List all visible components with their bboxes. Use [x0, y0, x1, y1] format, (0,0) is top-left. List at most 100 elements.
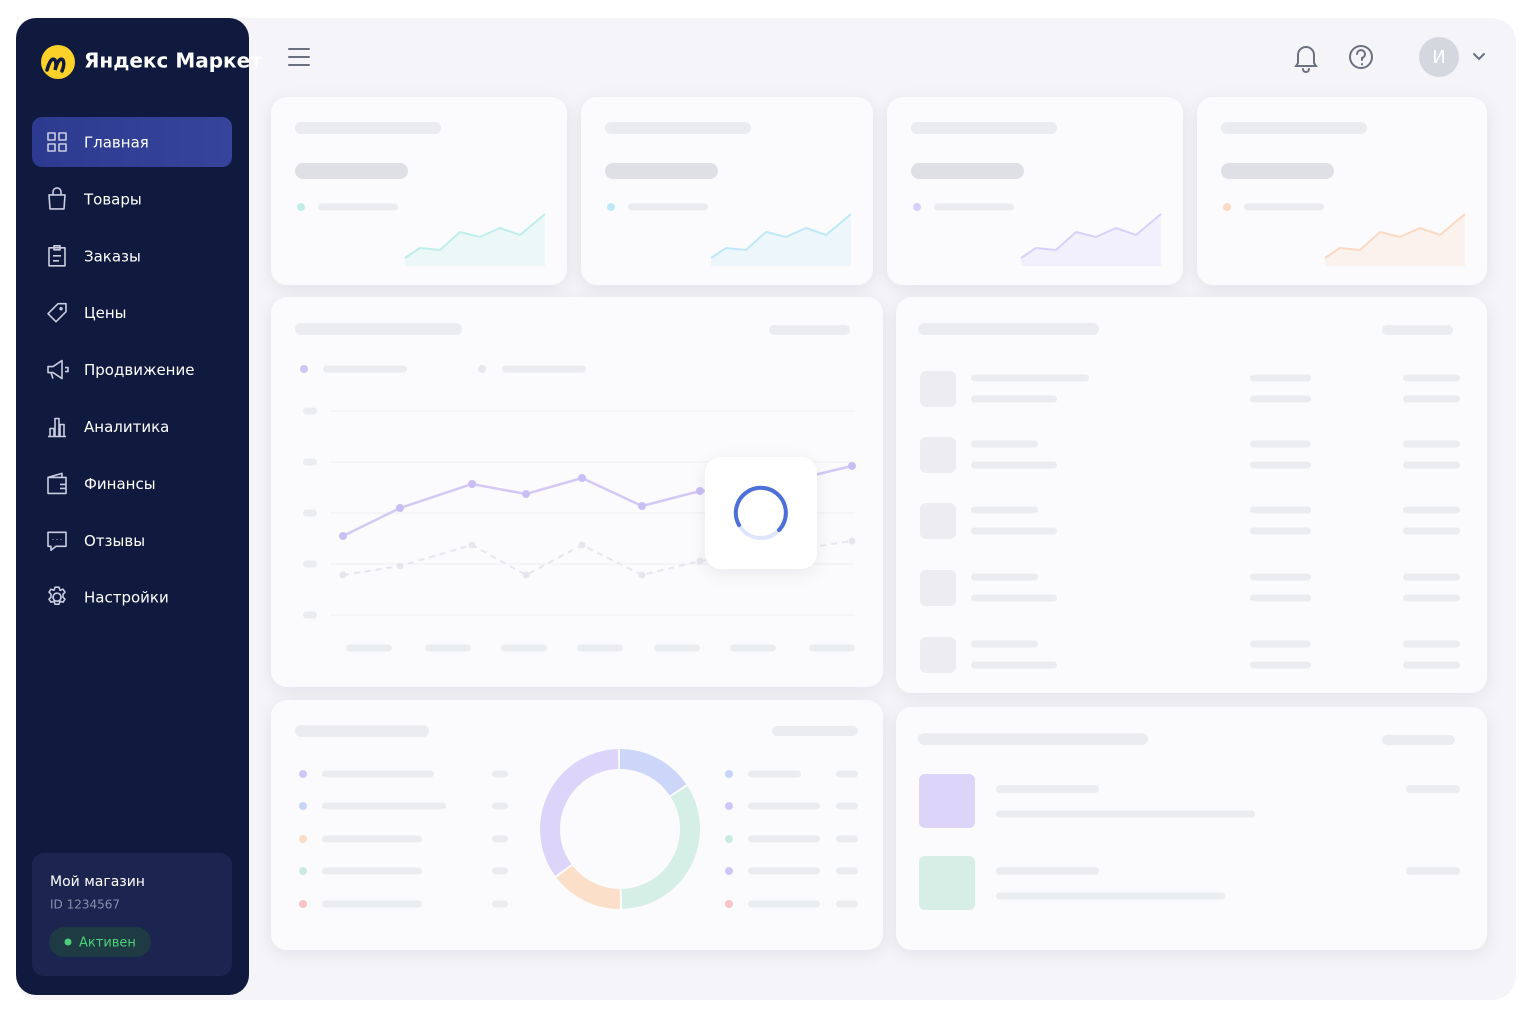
skeleton [1244, 203, 1324, 211]
skeleton [492, 802, 508, 810]
nav-item[interactable]: Главная [32, 117, 232, 167]
point [638, 571, 646, 579]
brand: Яндекс Маркет [84, 49, 262, 73]
nav-item[interactable]: Продвижение [47, 359, 194, 380]
point [522, 571, 530, 579]
user-menu[interactable] [1473, 53, 1485, 61]
skeleton [1403, 527, 1460, 535]
dot [725, 900, 733, 908]
dot [607, 203, 615, 211]
dot [913, 203, 921, 211]
thumb [920, 637, 956, 673]
avatar[interactable] [1419, 37, 1459, 77]
dot [299, 900, 307, 908]
skeleton [628, 203, 708, 211]
skeleton [1250, 506, 1311, 514]
dot [299, 867, 307, 875]
skeleton [971, 461, 1057, 469]
skeleton [971, 440, 1038, 448]
skeleton [322, 835, 422, 843]
skeleton [809, 644, 855, 652]
point [522, 490, 530, 498]
dot [297, 203, 305, 211]
dot [299, 802, 307, 810]
skeleton [502, 365, 586, 373]
skeleton [769, 325, 850, 335]
skeleton [1221, 163, 1334, 179]
skeleton [748, 770, 801, 778]
skeleton [303, 458, 317, 466]
skeleton [1403, 594, 1460, 602]
sparkline [404, 213, 546, 259]
nav-item[interactable]: Отзывы [47, 531, 145, 552]
notifications[interactable] [1294, 46, 1318, 73]
card [896, 297, 1487, 693]
skeleton [1403, 395, 1460, 403]
skeleton [303, 611, 317, 619]
skeleton [996, 892, 1225, 900]
skeleton [996, 810, 1255, 818]
skeleton [322, 770, 434, 778]
donut-segment [540, 749, 700, 909]
avatar-initial: И [1432, 47, 1445, 68]
skeleton [748, 802, 820, 810]
skeleton [346, 644, 392, 652]
skeleton [1403, 661, 1460, 669]
skeleton [322, 802, 446, 810]
skeleton [772, 726, 858, 736]
skeleton [654, 644, 700, 652]
skeleton [934, 203, 1014, 211]
donut-segment [540, 749, 700, 909]
store-id: ID 1234567 [50, 898, 120, 912]
skeleton [971, 661, 1057, 669]
skeleton [322, 867, 422, 875]
skeleton [1382, 735, 1455, 745]
header [288, 45, 1485, 73]
nav-label: Настройки [84, 589, 169, 607]
dot [299, 770, 307, 778]
dot [300, 365, 308, 373]
dot [1223, 203, 1231, 211]
skeleton [971, 640, 1038, 648]
nav-item[interactable]: Финансы [47, 472, 156, 495]
point [696, 557, 704, 565]
nav-item[interactable]: Заказы [48, 245, 141, 267]
thumb [920, 437, 956, 473]
nav-item[interactable]: Цены [47, 302, 127, 323]
skeleton [322, 900, 422, 908]
skeleton [1250, 594, 1311, 602]
skeleton [911, 163, 1024, 179]
sidebar [16, 18, 249, 995]
skeleton [971, 374, 1089, 382]
skeleton [971, 506, 1038, 514]
thumb [920, 503, 956, 539]
card [896, 707, 1487, 950]
store-card: Мой магазин ID 1234567 Активен [32, 853, 232, 976]
skeleton [836, 770, 858, 778]
skeleton [748, 900, 820, 908]
nav-item[interactable]: Товары [48, 187, 142, 210]
nav-item[interactable]: Настройки [48, 586, 169, 607]
skeleton [492, 867, 508, 875]
nav-icon [48, 586, 66, 606]
point [848, 462, 856, 470]
skeleton [971, 395, 1057, 403]
nav-item[interactable]: Аналитика [48, 417, 169, 438]
dot [725, 802, 733, 810]
skeleton [836, 835, 858, 843]
sparkline-area [711, 214, 851, 266]
skeleton [605, 163, 718, 179]
skeleton [748, 835, 820, 843]
menu-button[interactable] [288, 48, 310, 66]
nav: Главная Товары Заказы Цены Продвижение Аналит… [32, 117, 232, 607]
nav-icon [47, 531, 67, 552]
help[interactable] [1349, 45, 1373, 69]
sparkline-area [1021, 214, 1161, 266]
donut-segment [540, 749, 700, 909]
skeleton [1403, 573, 1460, 581]
nav-icon [48, 417, 66, 438]
skeleton [1250, 374, 1311, 382]
